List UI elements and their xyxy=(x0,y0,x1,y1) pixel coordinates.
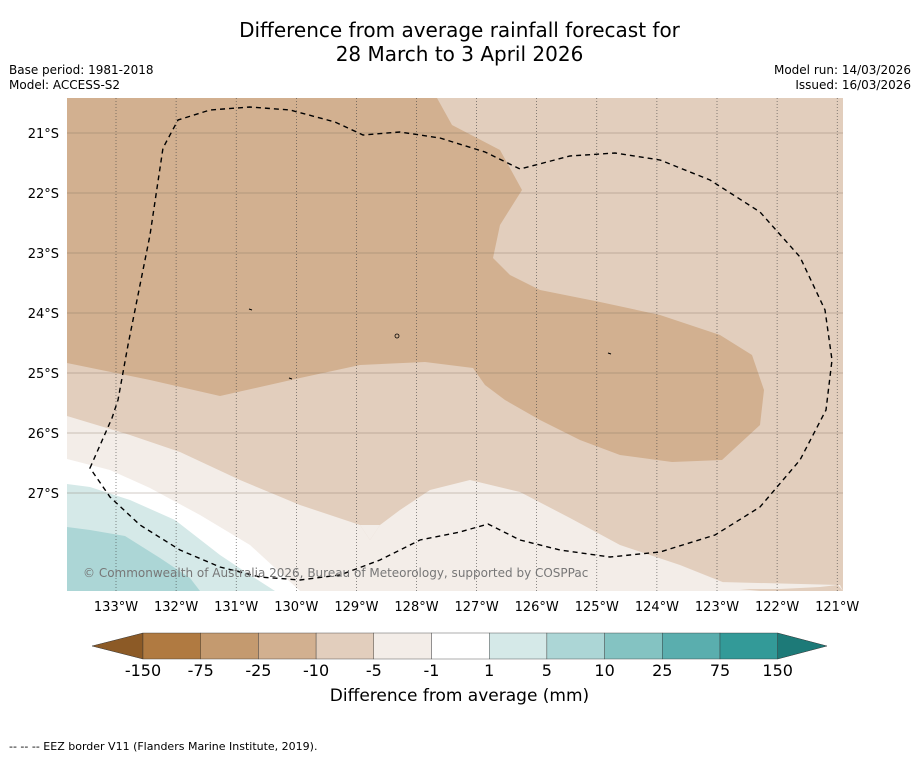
lon-label: 127°W xyxy=(455,600,499,615)
lon-label: 133°W xyxy=(94,600,138,615)
colorbar-segment xyxy=(373,632,432,660)
lon-label: 131°W xyxy=(214,600,258,615)
colorbar-label: Difference from average (mm) xyxy=(329,686,590,706)
footer-note: -- -- -- EEZ border V11 (Flanders Marine… xyxy=(9,740,318,753)
lon-label: 132°W xyxy=(154,600,198,615)
lon-label: 121°W xyxy=(815,600,859,615)
lat-label: 23°S xyxy=(28,247,59,262)
lon-label: 124°W xyxy=(635,600,679,615)
longitude-labels: 133°W 132°W 131°W 130°W 129°W 128°W 127°W 126°W… xyxy=(94,600,860,615)
colorbar: -150 -75 -25 -10 -5 -1 1 5 10 25 75 150 xyxy=(91,632,828,680)
map-fill-layer xyxy=(67,98,843,591)
colorbar-tick-label: 75 xyxy=(710,661,730,680)
model-run-text: Model run: 14/03/2026 xyxy=(773,63,911,77)
lat-label: 21°S xyxy=(28,127,59,142)
colorbar-segment xyxy=(315,632,375,660)
small-dry-patch xyxy=(360,525,380,540)
colorbar-low-extension xyxy=(91,632,144,660)
lon-label: 125°W xyxy=(575,600,619,615)
lon-label: 122°W xyxy=(755,600,799,615)
lat-label: 26°S xyxy=(28,427,59,442)
lon-label: 128°W xyxy=(394,600,438,615)
colorbar-tick-label: 150 xyxy=(762,661,793,680)
colorbar-segment xyxy=(258,632,317,660)
colorbar-tick-label: 1 xyxy=(484,661,494,680)
region-minus-1-to-5 xyxy=(67,416,843,591)
lat-label: 24°S xyxy=(28,307,59,322)
colorbar-tick-label: 25 xyxy=(652,661,672,680)
colorbar-segment xyxy=(662,632,721,660)
model-text: Model: ACCESS-S2 xyxy=(9,78,121,92)
copyright-text: © Commonwealth of Australia 2026, Bureau… xyxy=(83,566,588,580)
lon-label: 130°W xyxy=(274,600,318,615)
title-line-2: 28 March to 3 April 2026 xyxy=(335,42,584,66)
colorbar-tick-label: -1 xyxy=(424,661,440,680)
colorbar-tick-label: -150 xyxy=(125,661,161,680)
small-contour-marks xyxy=(248,308,612,380)
region-plus-5-to-10 xyxy=(67,527,200,591)
colorbar-segment xyxy=(546,632,605,660)
chart-title: Difference from average rainfall forecas… xyxy=(0,18,919,66)
colorbar-high-extension xyxy=(777,632,828,660)
colorbar-tick-label: -25 xyxy=(245,661,271,680)
region-dry-minus-10-to-25 xyxy=(67,98,764,462)
base-period-text: Base period: 1981-2018 xyxy=(9,63,154,77)
lon-label: 126°W xyxy=(515,600,559,615)
colorbar-segment xyxy=(719,632,778,660)
gridlines xyxy=(67,98,843,591)
colorbar-tick-label: 10 xyxy=(594,661,614,680)
meta-right: Model run: 14/03/2026 Issued: 16/03/2026 xyxy=(774,63,911,93)
lat-label: 25°S xyxy=(28,367,59,382)
lon-label: 129°W xyxy=(334,600,378,615)
lat-label: 22°S xyxy=(28,187,59,202)
small-contour-loop xyxy=(394,333,400,339)
issued-text: Issued: 16/03/2026 xyxy=(795,78,911,92)
colorbar-tick-label: 5 xyxy=(542,661,552,680)
colorbar-tick-label: -75 xyxy=(188,661,214,680)
lat-label: 27°S xyxy=(28,487,59,502)
colorbar-segment xyxy=(431,632,490,660)
colorbar-tick-label: -5 xyxy=(366,661,382,680)
lon-label: 123°W xyxy=(695,600,739,615)
eez-border xyxy=(89,106,833,581)
colorbar-segment xyxy=(489,632,548,660)
title-line-1: Difference from average rainfall forecas… xyxy=(239,18,680,42)
meta-left: Base period: 1981-2018 Model: ACCESS-S2 xyxy=(9,63,154,93)
colorbar-tick-label: -10 xyxy=(303,661,329,680)
colorbar-segment xyxy=(142,632,201,660)
colorbar-segment xyxy=(604,632,663,660)
latitude-labels: 21°S 22°S 23°S 24°S 25°S 26°S 27°S xyxy=(28,127,59,502)
colorbar-segment xyxy=(200,632,259,660)
